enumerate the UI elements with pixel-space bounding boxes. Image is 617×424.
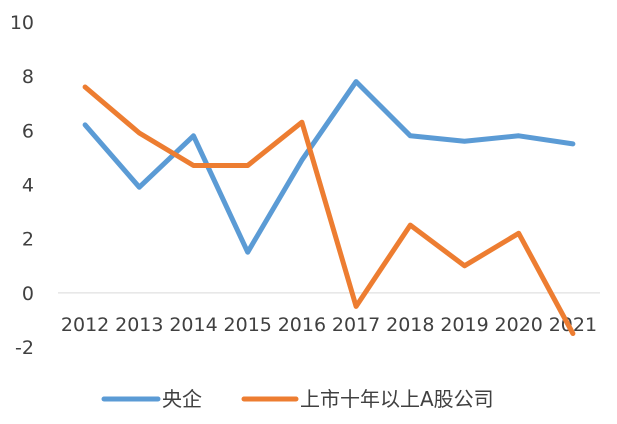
x-tick-label: 2016 (278, 314, 326, 336)
x-tick-label: 2020 (495, 314, 543, 336)
legend-label-2: 上市十年以上A股公司 (300, 387, 494, 411)
legend: 央企 上市十年以上A股公司 (101, 387, 494, 411)
x-tick-label: 2012 (61, 314, 109, 336)
x-tick-label: 2015 (224, 314, 272, 336)
x-tick-label: 2019 (440, 314, 488, 336)
y-tick-label: 4 (22, 175, 34, 197)
y-tick-label: 2 (22, 229, 34, 251)
y-axis: -2 0 2 4 6 8 10 (10, 12, 34, 359)
x-tick-label: 2013 (115, 314, 163, 336)
y-tick-label: 6 (22, 120, 34, 142)
y-tick-label: 10 (10, 12, 34, 34)
x-tick-label: 2017 (332, 314, 380, 336)
legend-label-1: 央企 (162, 387, 202, 411)
y-tick-label: -2 (15, 337, 34, 359)
series-line-1 (82, 79, 576, 255)
y-tick-label: 8 (22, 66, 34, 88)
x-tick-label: 2014 (169, 314, 217, 336)
series-line-2 (82, 84, 576, 336)
series-lines (82, 79, 576, 336)
y-tick-label: 0 (22, 283, 34, 305)
x-tick-label: 2021 (549, 314, 597, 336)
x-tick-label: 2018 (386, 314, 434, 336)
x-axis: 2012 2013 2014 2015 2016 2017 2018 2019 2020 2021 (61, 314, 597, 336)
